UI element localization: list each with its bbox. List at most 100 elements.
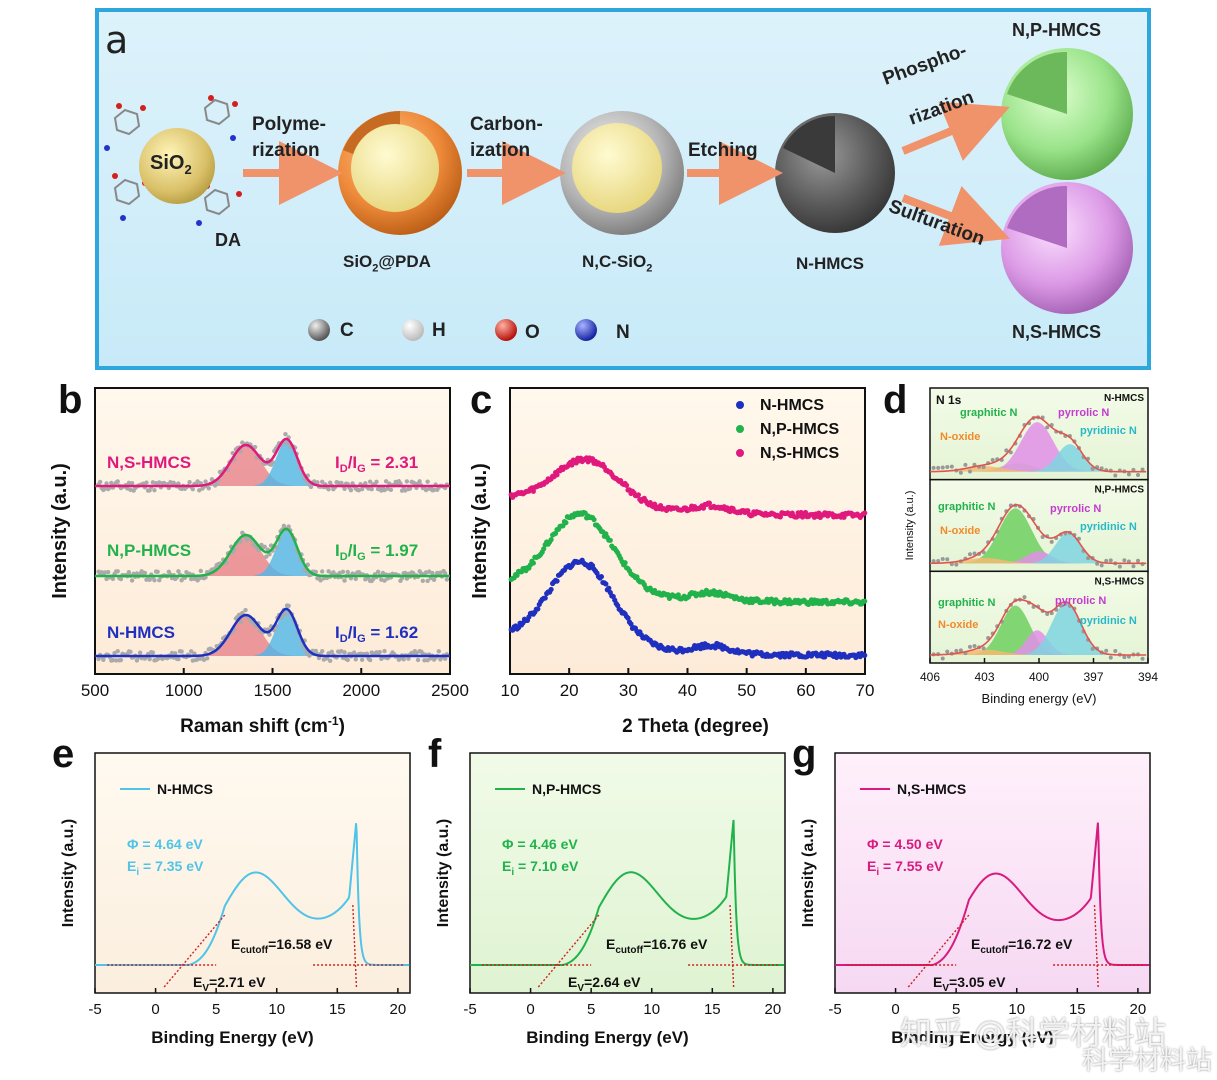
data-point bbox=[407, 486, 413, 491]
data-point bbox=[406, 656, 411, 661]
data-point bbox=[327, 658, 333, 663]
panel-f-letter: f bbox=[428, 732, 442, 776]
arrow-label-polymerization-1: Polyme- bbox=[252, 114, 326, 135]
data-point bbox=[1086, 556, 1091, 561]
peak-label: N-oxide bbox=[940, 525, 980, 537]
arrow-label-carbonization-1: Carbon- bbox=[470, 114, 543, 135]
data-point bbox=[129, 578, 135, 583]
data-point bbox=[940, 656, 945, 661]
peak-label: pyridinic N bbox=[1080, 615, 1137, 627]
data-point bbox=[862, 510, 868, 516]
peak-fill bbox=[930, 551, 1148, 564]
data-point bbox=[353, 576, 358, 582]
x-tick-label: 15 bbox=[1069, 1001, 1086, 1018]
ratio-label: ID/IG = 1.97 bbox=[335, 541, 418, 563]
data-point bbox=[190, 486, 196, 492]
x-tick-label: 15 bbox=[329, 1001, 346, 1018]
data-point bbox=[367, 479, 373, 484]
ei-label: Ei = 7.55 eV bbox=[867, 858, 944, 878]
data-point bbox=[443, 571, 448, 576]
data-point bbox=[320, 479, 325, 485]
y-axis-label: Intensity (a.u.) bbox=[800, 819, 817, 927]
np-hmcs-label: N,P-HMCS bbox=[1012, 20, 1101, 40]
data-point bbox=[862, 598, 868, 604]
data-point bbox=[422, 658, 427, 663]
legend-label: N,S-HMCS bbox=[897, 781, 966, 797]
x-tick-label: 40 bbox=[678, 681, 697, 700]
phi-label: Φ = 4.46 eV bbox=[502, 836, 578, 852]
data-point bbox=[189, 576, 194, 582]
data-point bbox=[635, 492, 641, 498]
data-point bbox=[1090, 646, 1095, 651]
x-tick-label: 5 bbox=[212, 1001, 220, 1018]
panel-f-ups-chart: N,P-HMCS Φ = 4.46 eV Ei = 7.10 eV Ecutoff=1… bbox=[435, 752, 786, 1047]
data-point bbox=[936, 465, 941, 470]
data-point bbox=[128, 649, 133, 655]
data-point bbox=[96, 656, 101, 662]
data-point bbox=[102, 486, 108, 491]
data-point bbox=[623, 482, 630, 488]
data-point bbox=[1040, 534, 1045, 539]
data-point bbox=[1004, 448, 1009, 453]
data-point bbox=[97, 479, 103, 485]
x-tick-label: 10 bbox=[1008, 1001, 1025, 1018]
phi-label: Φ = 4.64 eV bbox=[127, 836, 203, 852]
panel-b-raman-chart: N,S-HMCS ID/IG = 2.31 N,P-HMCS ID/IG = 1.97… bbox=[49, 387, 469, 737]
data-point bbox=[326, 569, 331, 574]
peak-label: N-oxide bbox=[940, 431, 980, 443]
data-point bbox=[105, 569, 111, 575]
data-point bbox=[430, 570, 435, 576]
data-point bbox=[1122, 558, 1127, 563]
data-point bbox=[152, 578, 157, 583]
data-point bbox=[444, 577, 450, 582]
x-axis-label: Binding Energy (eV) bbox=[891, 1028, 1053, 1047]
legend-n: N bbox=[616, 322, 630, 343]
data-point bbox=[954, 648, 959, 653]
legend-label: N,S-HMCS bbox=[760, 445, 839, 462]
data-point bbox=[112, 650, 117, 656]
x-tick-label: 10 bbox=[268, 1001, 285, 1018]
data-point bbox=[1045, 611, 1050, 616]
data-point bbox=[1122, 655, 1127, 660]
data-point bbox=[176, 481, 181, 486]
legend-label: N-HMCS bbox=[760, 397, 824, 414]
y-axis-label: Intensity (a.u.) bbox=[49, 463, 71, 599]
data-point bbox=[777, 514, 783, 520]
ei-label: Ei = 7.10 eV bbox=[502, 858, 579, 878]
data-point bbox=[535, 606, 541, 612]
data-point bbox=[625, 615, 631, 621]
data-point bbox=[326, 487, 331, 492]
nitrogen-atom-icon bbox=[575, 319, 597, 341]
data-point bbox=[206, 486, 211, 491]
oxygen-atom-icon bbox=[495, 319, 517, 341]
ratio-label: ID/IG = 1.62 bbox=[335, 623, 418, 645]
peak-label: pyridinic N bbox=[1080, 521, 1137, 533]
peak-label: pyridinic N bbox=[1080, 425, 1137, 437]
subplot-label: N,P-HMCS bbox=[1095, 485, 1145, 496]
data-point bbox=[802, 509, 809, 516]
x-tick-label: 20 bbox=[765, 1001, 782, 1018]
data-point bbox=[940, 556, 945, 561]
data-point bbox=[342, 486, 347, 492]
legend-label: N,P-HMCS bbox=[760, 421, 839, 438]
x-axis-label: 2 Theta (degree) bbox=[622, 716, 769, 737]
data-point bbox=[967, 644, 972, 649]
legend-label: N-HMCS bbox=[157, 781, 213, 797]
hydrogen-atom-icon bbox=[402, 319, 424, 341]
data-point bbox=[1099, 466, 1104, 471]
data-point bbox=[706, 500, 712, 506]
data-point bbox=[115, 569, 120, 574]
data-point bbox=[404, 576, 410, 581]
panel-g-letter: g bbox=[792, 732, 817, 776]
data-point bbox=[382, 578, 387, 583]
series-label: N,S-HMCS bbox=[107, 453, 191, 472]
g-band-fill bbox=[254, 440, 323, 486]
y-axis-label: Intensity (a.u.) bbox=[469, 463, 491, 599]
panel-a-scheme bbox=[104, 48, 1133, 341]
x-tick-label: 10 bbox=[643, 1001, 660, 1018]
data-point bbox=[342, 578, 347, 583]
data-point bbox=[541, 546, 547, 552]
data-point bbox=[147, 488, 152, 493]
x-tick-label: 500 bbox=[81, 681, 109, 700]
legend-c: C bbox=[340, 320, 354, 341]
